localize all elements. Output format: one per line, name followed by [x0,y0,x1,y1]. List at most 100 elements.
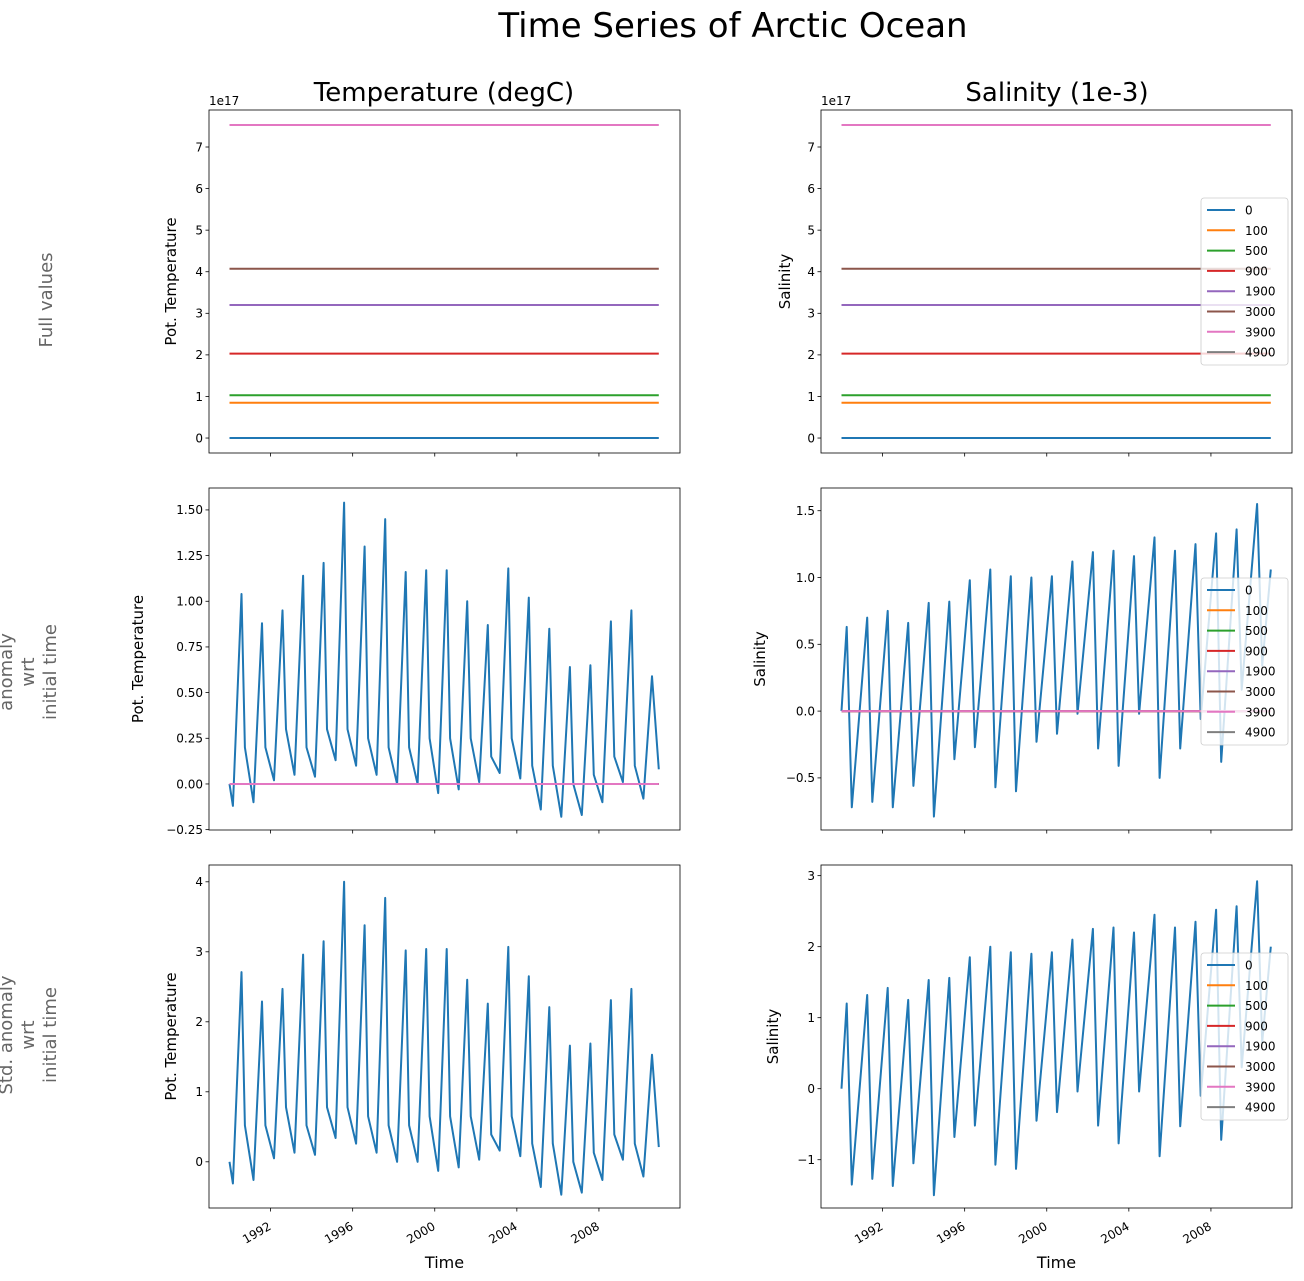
y-tick-label: 3 [195,307,203,321]
y-axis-label: Pot. Temperature [129,595,147,723]
row-label-line: Full values [36,252,57,347]
y-tick-label: 1 [807,390,815,404]
legend-label: 4900 [1245,346,1276,360]
legend-label: 3000 [1245,1060,1276,1074]
y-tick-label: 2 [195,348,203,362]
y-axis-label: Salinity [764,1009,782,1065]
axes-frame [820,487,1293,831]
y-tick-label: 0 [807,1082,815,1096]
row-label: anomalywrtinitial time [0,624,61,720]
legend-box [1200,577,1289,746]
y-axis-label: Salinity [776,254,794,310]
y-tick-label: 3 [807,307,815,321]
y-tick-label: 1 [807,1011,815,1025]
y-tick-label: 1.0 [796,571,815,585]
y-tick-label: 0.00 [176,777,203,791]
legend-label: 900 [1245,1019,1268,1033]
x-tick-label: 2004 [486,1219,519,1246]
y-tick-label: 5 [195,223,203,237]
y-tick-label: −0.5 [786,771,815,785]
row-label-line: anomaly [0,633,17,711]
legend-label: 0 [1245,584,1253,598]
panel-salinity-anomaly: −0.5 0.0 0.5 1.0 1.5 Salinity 0 100 500 900 1900 30… [751,487,1293,834]
axes-frame [820,109,1293,454]
legend-label: 0 [1245,959,1253,973]
x-tick-label: 1996 [322,1219,355,1246]
y-tick-label: 7 [807,140,815,154]
row-label: Std. anomalywrtinitial time [0,975,61,1094]
row-label-line: wrt [18,657,39,686]
y-tick-label: 2 [807,940,815,954]
row-label-line: wrt [18,1020,39,1049]
legend-label: 1900 [1245,665,1276,679]
x-tick-label: 2000 [404,1219,437,1246]
legend-label: 3900 [1245,1080,1276,1094]
y-tick-label: 4 [807,265,815,279]
legend-label: 3000 [1245,305,1276,319]
y-tick-label: 1.50 [176,503,203,517]
legend-label: 900 [1245,264,1268,278]
axes-frame [208,864,681,1209]
y-tick-label: 1 [195,1085,203,1099]
series-line-depth-0 [228,880,660,1196]
y-tick-label: 0 [195,1155,203,1169]
y-tick-label: 6 [807,182,815,196]
y-tick-label: 3 [807,869,815,883]
legend-label: 900 [1245,644,1268,658]
figure-title: Time Series of Arctic Ocean [497,6,967,46]
legend-label: 3900 [1245,325,1276,339]
series-group [229,124,659,439]
axes-frame [820,864,1293,1209]
y-tick-label: 0.0 [796,704,815,718]
x-tick-label: 2008 [568,1219,601,1246]
legend-label: 1900 [1245,285,1276,299]
offset-text: 1e17 [209,94,239,108]
column-title-salinity: Salinity (1e-3) [965,78,1148,108]
y-tick-label: 3 [195,945,203,959]
legend-label: 100 [1245,224,1268,238]
legend-box [1200,952,1289,1121]
series-group [841,124,1271,439]
y-tick-label: 1.25 [176,549,203,563]
series-line-depth-0 [840,503,1272,818]
panel-temperature-full: 0 1 2 3 4 5 6 7 Pot. Temperature 1e17 [162,94,681,457]
x-tick-label: 2004 [1098,1219,1131,1246]
series-line-depth-0 [228,501,660,818]
y-tick-label: −1 [797,1153,815,1167]
y-tick-label: 1.5 [796,504,815,518]
x-tick-label: 1992 [240,1219,273,1246]
x-tick-label: 1992 [852,1219,885,1246]
legend-label: 100 [1245,979,1268,993]
row-label-line: initial time [40,624,61,720]
legend-label: 3900 [1245,705,1276,719]
y-axis-label: Salinity [751,631,769,687]
y-tick-label: 2 [807,348,815,362]
legend: 0 100 500 900 1900 3000 3900 4900 [1200,952,1289,1121]
panel-temperature-anomaly: −0.25 0.00 0.25 0.50 0.75 1.00 1.25 1.50 Pot. Te… [129,487,681,837]
series-group [228,880,660,1196]
y-tick-label: 4 [195,875,203,889]
legend-label: 3000 [1245,685,1276,699]
legend-label: 500 [1245,624,1268,638]
row-label-line: initial time [40,987,61,1083]
y-tick-label: 5 [807,223,815,237]
panel-salinity-std-anomaly: −1 0 1 2 3 1992 1996 2000 2004 2008 Time Salinity 0 1… [764,864,1293,1272]
y-tick-label: 2 [195,1015,203,1029]
x-axis-label: Time [1036,1253,1076,1272]
y-tick-label: 4 [195,265,203,279]
legend-label: 4900 [1245,1101,1276,1115]
panel-salinity-full: 0 1 2 3 4 5 6 7 Salinity 1e17 0 100 500 900 1900 3000 39… [776,94,1293,457]
legend-box [1200,197,1289,366]
y-axis-label: Pot. Temperature [162,972,180,1100]
x-tick-label: 2008 [1180,1219,1213,1246]
y-tick-label: 7 [195,140,203,154]
y-tick-label: 0.50 [176,686,203,700]
panel-temperature-std-anomaly: 0 1 2 3 4 1992 1996 2000 2004 2008 Time Pot. Temper… [162,864,681,1272]
axes-frame [208,487,681,831]
y-tick-label: −0.25 [166,823,203,837]
x-tick-label: 2000 [1016,1219,1049,1246]
y-tick-label: 0 [807,431,815,445]
x-axis-label: Time [424,1253,464,1272]
y-axis-label: Pot. Temperature [162,217,180,345]
